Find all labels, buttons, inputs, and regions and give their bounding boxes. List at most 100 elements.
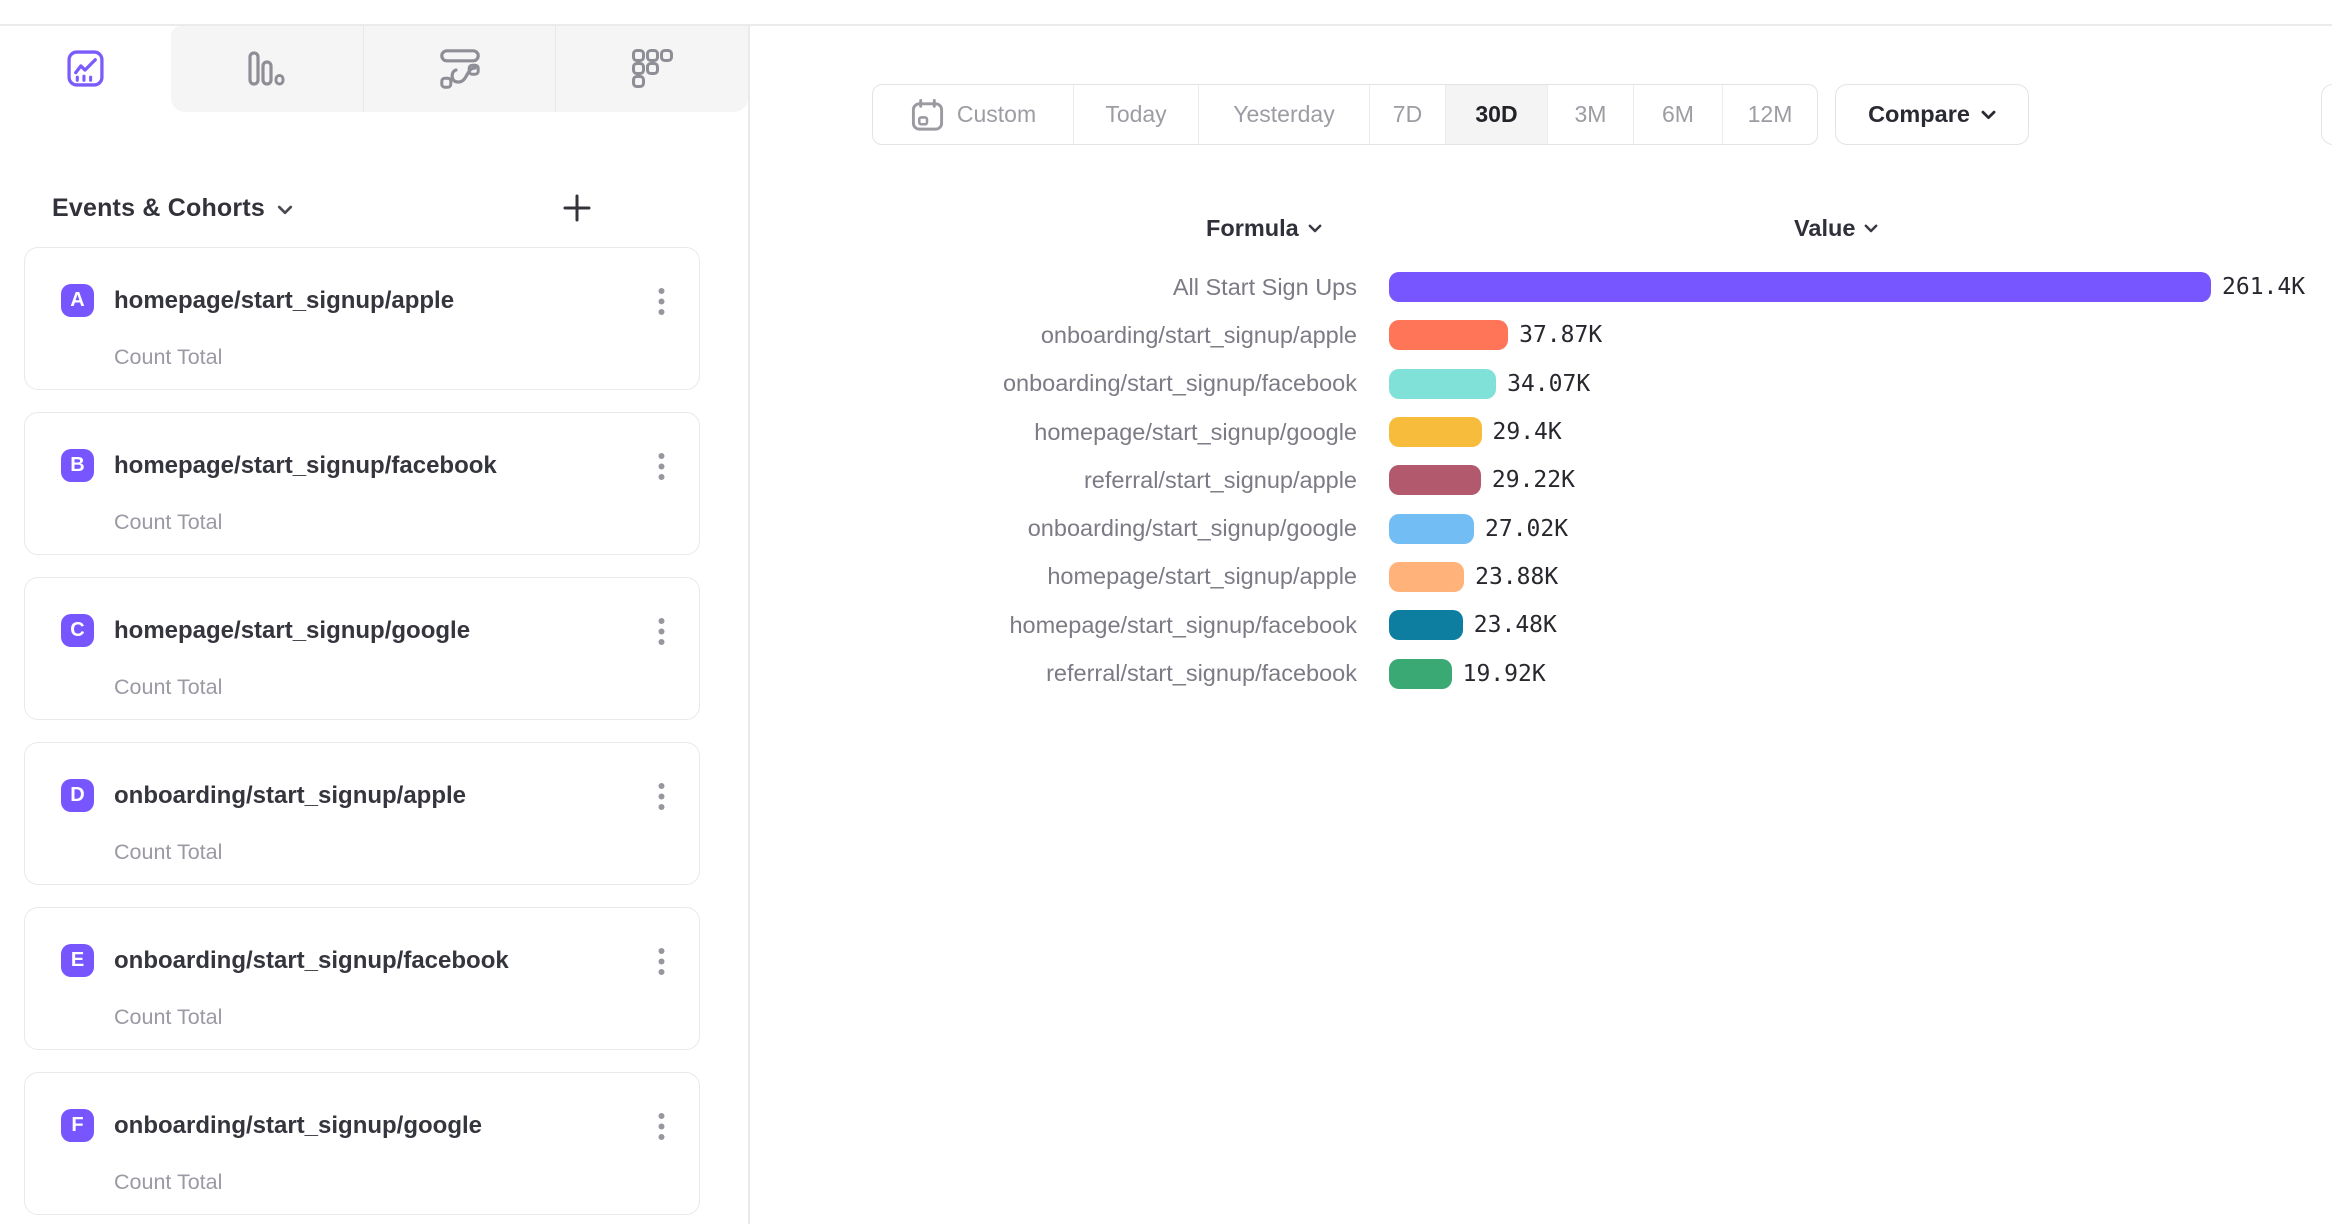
chevron-down-icon[interactable] (277, 205, 293, 215)
insights-line-chart-icon (66, 49, 105, 88)
event-badge: A (61, 284, 94, 317)
chevron-down-icon (1981, 110, 1996, 120)
date-option-label: 6M (1662, 101, 1694, 127)
retention-grid-icon (631, 49, 673, 88)
event-metric[interactable]: Count Total (114, 675, 223, 699)
tab-bar-chart[interactable] (171, 26, 363, 112)
row-label: onboarding/start_signup/apple (1040, 321, 1357, 348)
event-metric[interactable]: Count Total (114, 840, 223, 864)
kebab-menu-icon[interactable] (651, 944, 671, 978)
bar-value: 23.48K (1473, 612, 1557, 639)
date-option-3m[interactable]: 3M (1547, 85, 1633, 144)
bar-chart-icon (248, 50, 286, 87)
bar-track: 29.4K (1389, 417, 2211, 448)
tab-flows[interactable] (362, 25, 556, 112)
kebab-menu-icon[interactable] (651, 284, 671, 318)
bar-value: 34.07K (1507, 370, 1591, 397)
date-option-6m[interactable]: 6M (1633, 85, 1722, 144)
event-name[interactable]: onboarding/start_signup/google (114, 1112, 482, 1139)
row-label: All Start Sign Ups (1172, 273, 1357, 300)
chart-row: homepage/start_signup/apple 23.88K (756, 553, 2211, 601)
event-card[interactable]: D onboarding/start_signup/apple Count To… (24, 742, 700, 885)
event-name[interactable]: onboarding/start_signup/facebook (114, 947, 509, 974)
date-option-label: Custom (956, 101, 1037, 127)
date-option-today[interactable]: Today (1073, 85, 1198, 144)
formula-column-header[interactable]: Formula (1206, 213, 1322, 243)
value-header-label: Value (1794, 214, 1856, 241)
date-option-custom[interactable]: Custom (873, 85, 1073, 144)
value-bar[interactable] (1389, 465, 1481, 496)
date-option-12m[interactable]: 12M (1722, 85, 1817, 144)
events-cohorts-title[interactable]: Events & Cohorts (52, 193, 265, 222)
value-column-header[interactable]: Value (1794, 213, 1878, 243)
bar-track: 34.07K (1389, 368, 2211, 399)
date-option-label: 3M (1574, 101, 1607, 127)
value-bar[interactable] (1389, 368, 1497, 399)
row-label: referral/start_signup/apple (1083, 466, 1357, 493)
row-label: homepage/start_signup/apple (1047, 563, 1357, 590)
bar-track: 29.22K (1389, 465, 2211, 496)
top-divider (0, 24, 2332, 26)
date-option-30d-selected[interactable]: 30D (1445, 85, 1547, 144)
event-name[interactable]: homepage/start_signup/facebook (114, 452, 497, 479)
tab-insights[interactable] (0, 25, 171, 112)
bar-track: 23.88K (1389, 561, 2211, 592)
event-badge: D (61, 779, 94, 812)
date-option-yesterday[interactable]: Yesterday (1198, 85, 1369, 144)
date-option-label: 7D (1392, 101, 1423, 127)
value-bar[interactable] (1389, 610, 1463, 641)
bar-track: 37.87K (1389, 320, 2211, 351)
formula-header-label: Formula (1206, 214, 1299, 241)
event-name[interactable]: homepage/start_signup/apple (114, 287, 455, 314)
date-option-7d[interactable]: 7D (1369, 85, 1445, 144)
value-bar[interactable] (1389, 658, 1452, 689)
chart-type-tabstrip (171, 25, 748, 112)
bar-track: 27.02K (1389, 513, 2211, 544)
value-bar[interactable] (1389, 417, 1482, 448)
value-bar[interactable] (1389, 561, 1465, 592)
chevron-down-icon (1308, 224, 1322, 233)
event-metric[interactable]: Count Total (114, 510, 223, 534)
date-option-label: Yesterday (1233, 101, 1335, 127)
event-card[interactable]: B homepage/start_signup/facebook Count T… (24, 412, 700, 555)
event-card[interactable]: E onboarding/start_signup/facebook Count… (24, 907, 700, 1050)
kebab-menu-icon[interactable] (651, 449, 671, 483)
chart-row: All Start Sign Ups 261.4K (756, 263, 2305, 311)
event-card[interactable]: C homepage/start_signup/google Count Tot… (24, 577, 700, 720)
kebab-menu-icon[interactable] (651, 614, 671, 648)
bar-track: 23.48K (1389, 610, 2211, 641)
events-cohorts-header: Events & Cohorts (52, 190, 672, 226)
event-metric[interactable]: Count Total (114, 345, 223, 369)
event-badge: B (61, 449, 94, 482)
tab-retention[interactable] (555, 25, 748, 112)
event-badge: E (61, 944, 94, 977)
value-bar[interactable] (1389, 320, 1509, 351)
event-metric[interactable]: Count Total (114, 1005, 223, 1029)
event-card[interactable]: A homepage/start_signup/apple Count Tota… (24, 247, 700, 390)
value-bar[interactable] (1389, 272, 2211, 303)
compare-button[interactable]: Compare (1835, 84, 2029, 145)
event-name[interactable]: onboarding/start_signup/apple (114, 782, 467, 809)
date-option-label: 30D (1475, 101, 1518, 127)
calendar-icon (910, 98, 945, 133)
bar-track: 261.4K (1389, 272, 2305, 303)
chart-row: homepage/start_signup/google 29.4K (756, 408, 2211, 456)
event-metric[interactable]: Count Total (114, 1170, 223, 1194)
clipped-edge-button[interactable] (2321, 84, 2332, 145)
plus-icon (562, 193, 592, 223)
chart-row: homepage/start_signup/facebook 23.48K (756, 601, 2211, 649)
event-badge: C (61, 614, 94, 647)
row-label: referral/start_signup/facebook (1046, 660, 1357, 687)
add-event-button[interactable] (560, 191, 594, 225)
bar-value: 27.02K (1485, 515, 1569, 542)
bar-value: 261.4K (2222, 274, 2306, 301)
chart-row: onboarding/start_signup/google 27.02K (756, 504, 2211, 552)
value-bar[interactable] (1389, 513, 1474, 544)
kebab-menu-icon[interactable] (651, 1109, 671, 1143)
kebab-menu-icon[interactable] (651, 779, 671, 813)
chart-row: onboarding/start_signup/facebook 34.07K (756, 360, 2211, 408)
event-card[interactable]: F onboarding/start_signup/google Count T… (24, 1072, 700, 1215)
event-name[interactable]: homepage/start_signup/google (114, 617, 471, 644)
report-main-area: Custom Today Yesterday 7D 30D 3M 6M 12M … (756, 0, 2332, 1224)
